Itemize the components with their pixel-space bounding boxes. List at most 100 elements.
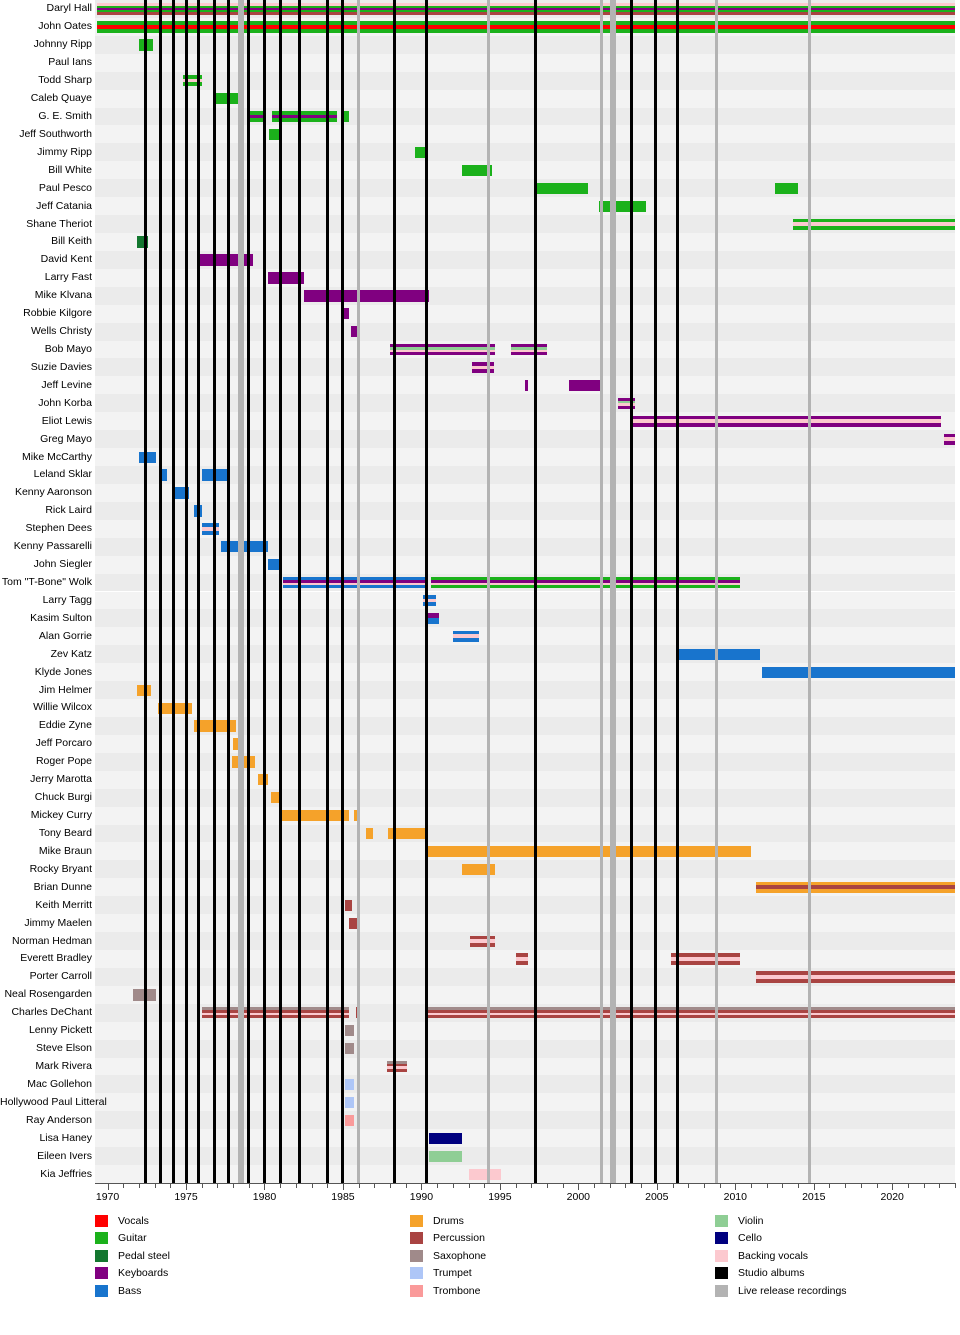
timeline-bar-bass	[677, 648, 761, 660]
timeline-bar-saxophone	[386, 1060, 408, 1064]
timeline-bar-guitar	[272, 118, 337, 123]
row-background-band	[95, 215, 955, 233]
row-label: G. E. Smith	[38, 109, 92, 122]
row-label: Suzie Davies	[30, 360, 92, 373]
legend-item[interactable]: Violin	[715, 1212, 847, 1230]
axis-tick-minor	[672, 1183, 674, 1188]
legend-label: Live release recordings	[738, 1284, 847, 1297]
row-background-band	[95, 35, 955, 54]
row-label: Mike Braun	[38, 844, 92, 857]
timeline-bar-bass	[427, 618, 439, 625]
studio-album-line	[226, 0, 230, 1183]
legend-item[interactable]: Trombone	[410, 1282, 486, 1300]
timeline-row: Rocky Bryant	[0, 860, 960, 879]
row-background-band	[95, 896, 955, 915]
axis-tick-minor	[170, 1183, 172, 1188]
timeline-bar-backing-vocals	[390, 349, 496, 353]
legend-label: Cello	[738, 1232, 762, 1245]
timeline-bar-bass	[283, 585, 427, 589]
chart-legend: Vocals Guitar Pedal steel Keyboards Bass Drum…	[0, 1212, 960, 1312]
timeline-bar-guitar	[415, 146, 428, 159]
timeline-row: Willie Wilcox	[0, 699, 960, 717]
timeline-bar-guitar	[793, 218, 955, 223]
legend-item[interactable]: Saxophone	[410, 1247, 486, 1265]
timeline-bar-percussion	[426, 1015, 955, 1019]
axis-tick-minor	[703, 1183, 705, 1188]
timeline-bar-guitar	[248, 111, 265, 115]
timeline-row: Leland Sklar	[0, 466, 960, 484]
live-release-line	[487, 0, 491, 1183]
row-label: Paul Pesco	[38, 181, 92, 194]
axis-tick-minor	[217, 1183, 219, 1188]
timeline-bar-percussion	[386, 1063, 408, 1067]
timeline-bar-keyboards	[617, 397, 635, 401]
timeline-row: Klyde Jones	[0, 663, 960, 682]
legend-swatch-icon	[95, 1284, 108, 1297]
timeline-bar-bass	[138, 451, 157, 463]
legend-item[interactable]: Pedal steel	[95, 1247, 170, 1265]
legend-item[interactable]: Guitar	[95, 1230, 170, 1248]
timeline-bar-drums	[427, 845, 751, 858]
timeline-bar-bass	[422, 594, 436, 599]
axis-tick-minor	[876, 1183, 878, 1188]
legend-item[interactable]: Vocals	[95, 1212, 170, 1230]
row-background-band	[95, 233, 955, 251]
timeline-bar-backing-vocals	[422, 598, 436, 603]
row-label: Larry Fast	[44, 271, 92, 284]
timeline-bar-backing-vocals	[283, 582, 427, 586]
row-label: Bob Mayo	[44, 343, 92, 355]
row-background-band	[95, 627, 955, 646]
timeline-bar-keyboards	[267, 272, 304, 284]
live-release-line	[600, 0, 604, 1183]
axis-tick-label: 2000	[566, 1191, 591, 1203]
axis-tick-minor	[955, 1183, 956, 1188]
timeline-bar-percussion	[201, 1009, 350, 1013]
timeline-bar-guitar	[430, 585, 740, 589]
axis-tick-minor	[845, 1183, 847, 1188]
timeline-row: Bill Keith	[0, 233, 960, 251]
studio-album-line	[675, 0, 679, 1183]
legend-item[interactable]: Percussion	[410, 1230, 486, 1248]
timeline-bar-guitar	[793, 225, 955, 230]
row-label: Jimmy Maelen	[24, 916, 92, 929]
timeline-bar-keyboards	[944, 440, 955, 445]
legend-item[interactable]: Drums	[410, 1212, 486, 1230]
legend-item[interactable]: Bass	[95, 1282, 170, 1300]
row-label: John Siegler	[33, 558, 92, 571]
legend-label: Guitar	[118, 1232, 147, 1245]
axis-tick-minor	[123, 1183, 125, 1188]
row-label: Kenny Passarelli	[13, 540, 92, 553]
timeline-bar-percussion	[755, 885, 955, 890]
timeline-bar-keyboards	[342, 308, 350, 320]
axis-tick-major	[107, 1183, 109, 1190]
row-background-band	[95, 1057, 955, 1076]
timeline-bar-saxophone	[426, 1007, 955, 1011]
legend-item[interactable]: Keyboards	[95, 1265, 170, 1283]
timeline-bar-keyboards	[283, 579, 427, 583]
timeline-row: Roger Pope	[0, 752, 960, 771]
legend-item[interactable]: Cello	[715, 1230, 847, 1248]
row-background-band	[95, 555, 955, 574]
timeline-bar-cello	[429, 1132, 463, 1144]
legend-item[interactable]: Backing vocals	[715, 1247, 847, 1265]
axis-tick-label: 2005	[645, 1191, 669, 1203]
axis-tick-minor	[233, 1183, 235, 1188]
timeline-row: John Korba	[0, 394, 960, 413]
legend-item[interactable]: Live release recordings	[715, 1282, 847, 1300]
row-label: Wells Christy	[30, 325, 92, 338]
legend-item[interactable]: Trumpet	[410, 1265, 486, 1283]
row-label: Greg Mayo	[40, 432, 92, 445]
timeline-row: Chuck Burgi	[0, 788, 960, 807]
timeline-row: John Siegler	[0, 555, 960, 574]
axis-tick-minor	[829, 1183, 831, 1188]
axis-tick-minor	[154, 1183, 156, 1188]
timeline-row: Johnny Ripp	[0, 35, 960, 54]
legend-label: Bass	[118, 1284, 142, 1297]
row-background-band	[95, 1039, 955, 1058]
row-background-band	[95, 268, 955, 287]
live-release-line	[612, 0, 616, 1183]
legend-swatch-icon	[95, 1232, 108, 1245]
legend-item[interactable]: Studio albums	[715, 1265, 847, 1283]
studio-album-line	[171, 0, 175, 1183]
row-background-band	[95, 125, 955, 144]
